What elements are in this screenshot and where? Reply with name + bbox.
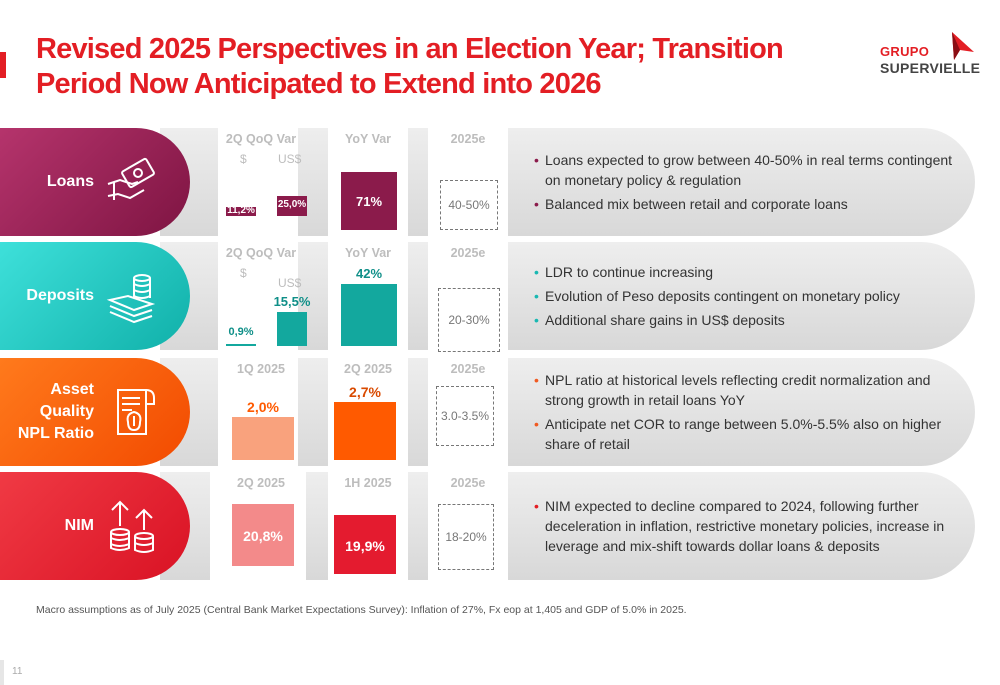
bullet-item: LDR to continue increasing <box>534 262 954 282</box>
npl-1q-value: 2,0% <box>247 399 279 415</box>
deposits-bullets: LDR to continue increasing Evolution of … <box>534 242 954 350</box>
asset-quality-row: Asset Quality NPL Ratio 1Q 2025 2,0% 2Q … <box>0 358 975 466</box>
grupo-supervielle-logo: GRUPO SUPERVIELLE <box>880 30 980 80</box>
nim-1h-bar <box>334 515 396 574</box>
column-header: 2Q 2025 <box>237 476 285 490</box>
page-marker <box>0 660 4 685</box>
money-hand-icon <box>107 157 155 200</box>
deposits-usd-bar <box>277 312 307 346</box>
loans-2025e-range: 40-50% <box>440 180 498 230</box>
page-number: 11 <box>12 666 23 677</box>
nim-2q-value: 20,8% <box>243 528 283 544</box>
peso-label: $ <box>240 152 247 166</box>
asset-quality-label-block: Asset Quality NPL Ratio <box>0 358 190 466</box>
title-accent-bar <box>0 52 6 78</box>
loans-bullets: Loans expected to grow between 40-50% in… <box>534 128 954 236</box>
deposits-usd-value: 15,5% <box>273 294 311 309</box>
loans-row: Loans 2Q QoQ Var $ US$ 11,2% 25,0% YoY V… <box>0 128 975 236</box>
column-header: 2Q QoQ Var <box>225 246 297 260</box>
usd-label: US$ <box>278 152 302 166</box>
peso-label: $ <box>240 266 247 280</box>
bullet-item: Evolution of Peso deposits contingent on… <box>534 286 954 306</box>
column-header: 2025e <box>450 246 486 260</box>
loans-peso-value: 11,2% <box>227 205 255 216</box>
label-line: NPL Ratio <box>17 425 94 442</box>
receipt-moneybag-icon <box>117 389 155 435</box>
row-label: Deposits <box>26 287 94 304</box>
nim-label-block: NIM <box>0 472 190 580</box>
column-header: 2025e <box>450 362 486 376</box>
loans-usd-value: 25,0% <box>277 199 307 210</box>
logo-line-1: GRUPO <box>880 44 930 59</box>
bullet-item: Loans expected to grow between 40-50% in… <box>534 150 954 190</box>
loans-usd-bar <box>277 196 307 216</box>
logo-line-2: SUPERVIELLE <box>880 60 981 76</box>
bullet-item: Additional share gains in US$ deposits <box>534 310 954 330</box>
column-header: 1H 2025 <box>344 476 392 490</box>
column-header: YoY Var <box>344 132 392 146</box>
loans-label-block: Loans <box>0 128 190 236</box>
npl-1q-bar <box>232 417 294 460</box>
qoq-column <box>218 128 298 236</box>
bullet-item: Anticipate net COR to range between 5.0%… <box>534 414 954 454</box>
bullet-item: Balanced mix between retail and corporat… <box>534 194 954 214</box>
deposits-peso-value: 0,9% <box>228 326 254 338</box>
column-header: YoY Var <box>344 246 392 260</box>
column-header: 2025e <box>450 476 486 490</box>
nim-1h-value: 19,9% <box>345 538 385 554</box>
usd-label: US$ <box>278 276 302 290</box>
npl-2q-bar <box>334 402 396 460</box>
label-line: Quality <box>39 403 94 420</box>
loans-yoy-value: 71% <box>355 194 383 209</box>
deposits-peso-bar <box>226 344 256 346</box>
footnote: Macro assumptions as of July 2025 (Centr… <box>36 604 687 616</box>
deposits-2025e-range: 20-30% <box>438 288 500 352</box>
nim-bullets: NIM expected to decline compared to 2024… <box>534 472 954 580</box>
nim-row: NIM 2Q 2025 20,8% 1H 2025 19,9% 2025e 18… <box>0 472 975 580</box>
npl-2025e-range: 3.0-3.5% <box>436 386 494 446</box>
bullet-item: NPL ratio at historical levels reflectin… <box>534 370 954 410</box>
column-header: 2Q QoQ Var <box>225 132 297 146</box>
column-header: 1Q 2025 <box>237 362 285 376</box>
row-label: Loans <box>46 173 94 190</box>
row-label: Asset Quality NPL Ratio <box>18 358 94 466</box>
deposits-yoy-value: 42% <box>355 266 383 281</box>
loans-yoy-bar <box>341 172 397 230</box>
cash-stack-icon <box>106 274 156 324</box>
logo-arrow-icon <box>952 32 974 60</box>
asset-quality-bullets: NPL ratio at historical levels reflectin… <box>534 358 954 466</box>
nim-2q-bar <box>232 504 294 566</box>
column-header: 2Q 2025 <box>344 362 392 376</box>
loans-peso-bar <box>226 207 256 216</box>
deposits-row: Deposits 2Q QoQ Var $ US$ 0,9% 15,5% YoY… <box>0 242 975 352</box>
bullet-item: NIM expected to decline compared to 2024… <box>534 496 954 556</box>
nim-2025e-range: 18-20% <box>438 504 494 570</box>
column-header: 2025e <box>450 132 486 146</box>
label-line: Asset <box>50 381 94 398</box>
deposits-label-block: Deposits <box>0 242 190 350</box>
row-label: NIM <box>64 517 94 534</box>
page-title: Revised 2025 Perspectives in an Election… <box>36 33 784 100</box>
npl-2q-value: 2,7% <box>349 384 381 400</box>
coins-up-arrows-icon <box>110 500 154 553</box>
deposits-yoy-bar <box>341 284 397 346</box>
